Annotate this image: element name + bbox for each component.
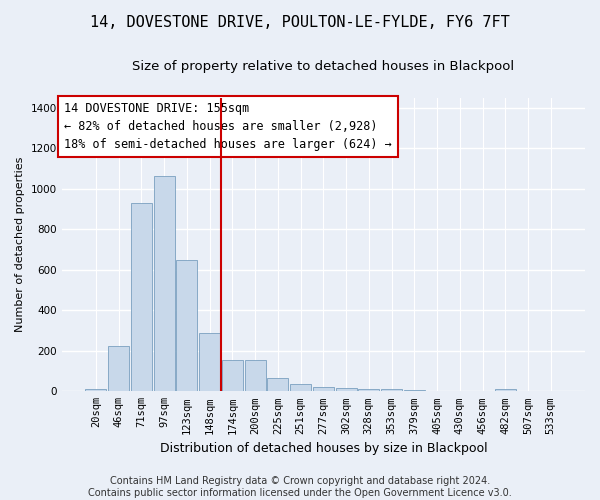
Bar xyxy=(245,360,266,392)
Bar xyxy=(335,388,356,392)
Bar xyxy=(176,260,197,392)
X-axis label: Distribution of detached houses by size in Blackpool: Distribution of detached houses by size … xyxy=(160,442,487,455)
Text: Contains HM Land Registry data © Crown copyright and database right 2024.
Contai: Contains HM Land Registry data © Crown c… xyxy=(88,476,512,498)
Bar xyxy=(154,176,175,392)
Bar xyxy=(381,390,402,392)
Bar xyxy=(404,390,425,392)
Text: 14, DOVESTONE DRIVE, POULTON-LE-FYLDE, FY6 7FT: 14, DOVESTONE DRIVE, POULTON-LE-FYLDE, F… xyxy=(90,15,510,30)
Bar xyxy=(313,388,334,392)
Bar xyxy=(358,389,379,392)
Bar xyxy=(268,378,289,392)
Bar xyxy=(290,384,311,392)
Bar xyxy=(199,332,220,392)
Bar xyxy=(495,389,516,392)
Title: Size of property relative to detached houses in Blackpool: Size of property relative to detached ho… xyxy=(132,60,514,73)
Bar xyxy=(222,360,243,392)
Bar xyxy=(85,389,106,392)
Bar xyxy=(131,203,152,392)
Y-axis label: Number of detached properties: Number of detached properties xyxy=(15,157,25,332)
Bar xyxy=(108,346,129,392)
Text: 14 DOVESTONE DRIVE: 155sqm
← 82% of detached houses are smaller (2,928)
18% of s: 14 DOVESTONE DRIVE: 155sqm ← 82% of deta… xyxy=(64,102,392,151)
